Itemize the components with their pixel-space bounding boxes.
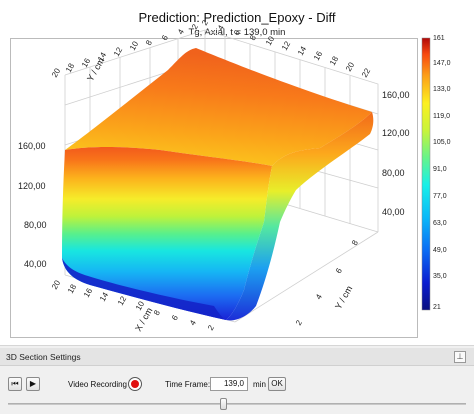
time-frame-input[interactable]: 139,0: [210, 377, 248, 391]
skip-to-start-button[interactable]: ⏮: [8, 377, 22, 391]
panel-title: 3D Section Settings: [6, 352, 81, 362]
right-z-tick: 120,00: [382, 128, 410, 138]
colorbar-label: 91,0: [433, 166, 447, 173]
chart-title: Prediction: Prediction_Epoxy - Diff: [138, 10, 336, 25]
bottom-x-tick: 14: [98, 290, 111, 303]
colorbar-label: 35,0: [433, 273, 447, 280]
top-y-tick: 8: [248, 33, 258, 42]
top-y-tick: 18: [328, 54, 341, 67]
colorbar-label: 147,0: [433, 60, 451, 67]
top-y-tick: 20: [344, 60, 357, 73]
bottom-x-tick: 20: [50, 278, 63, 291]
bottom-x-tick: 12: [116, 294, 129, 307]
time-slider-track[interactable]: [8, 403, 466, 405]
time-slider-thumb[interactable]: [219, 398, 227, 410]
surface-top: [65, 48, 372, 166]
left-x-tick: 20: [50, 66, 63, 79]
ok-button[interactable]: OK: [268, 377, 286, 391]
left-x-tick: 8: [144, 38, 154, 47]
left-x-tick: 4: [176, 27, 186, 36]
right-z-tick: 160,00: [382, 90, 410, 100]
video-recording-label: Video Recording: [68, 380, 128, 389]
top-y-tick: 6: [232, 28, 242, 37]
surface: [62, 48, 374, 321]
colorbar-label: 119,0: [433, 113, 450, 120]
bottom-y-tick: 2: [294, 318, 304, 327]
section-settings-panel: 3D Section Settings ⊥ ⏮ ▶ Video Recordin…: [0, 345, 474, 414]
top-y-tick: 4: [216, 23, 226, 32]
left-z-tick: 160,00: [18, 141, 46, 151]
left-z-tick: 40,00: [24, 259, 47, 269]
colorbar-label: 63,0: [433, 220, 447, 227]
right-z-tick: 40,00: [382, 207, 405, 217]
bottom-y-tick: 4: [314, 292, 324, 301]
top-y-tick: 14: [296, 44, 309, 57]
colorbar-label: 105,0: [433, 139, 451, 146]
chart-subtitle: Tg, Axial, t = 139,0 min: [188, 27, 286, 38]
surface-base: [62, 258, 226, 320]
left-z-tick: 120,00: [18, 181, 46, 191]
pin-icon[interactable]: ⊥: [454, 351, 466, 363]
record-button[interactable]: [128, 377, 142, 391]
top-y-tick: 2: [200, 18, 210, 27]
bottom-x-tick: 4: [188, 318, 198, 327]
left-x-tick: 6: [160, 33, 170, 42]
bottom-x-tick: 6: [170, 313, 180, 322]
colorbar-label: 49,0: [433, 247, 447, 254]
colorbar-gradient: [421, 37, 431, 311]
colorbar-label: 21: [433, 304, 441, 311]
top-y-tick: 10: [264, 34, 277, 47]
surface-right: [226, 112, 374, 321]
panel-header: 3D Section Settings ⊥: [0, 348, 474, 366]
3d-surface-plot[interactable]: 160,00 120,00 80,00 40,00 160,00 120,00 …: [0, 0, 474, 345]
left-x-tick: 2: [190, 22, 200, 31]
top-y-tick: 12: [280, 39, 293, 52]
colorbar-label: 77,0: [433, 193, 447, 200]
left-z-axis: 160,00 120,00 80,00 40,00: [18, 141, 47, 269]
bottom-x-tick: 2: [206, 323, 216, 332]
left-x-tick: 10: [128, 39, 141, 52]
skip-back-icon: ⏮: [11, 379, 19, 388]
colorbar-label: 161: [433, 35, 445, 42]
surface-front: [62, 147, 272, 320]
play-icon: ▶: [29, 379, 37, 388]
bottom-y-axis: 8 6 4 2: [294, 238, 360, 327]
bottom-y-tick: 8: [350, 238, 360, 247]
bottom-y-tick: 6: [334, 266, 344, 275]
top-y-tick: 22: [360, 66, 373, 79]
bottom-x-tick: 8: [152, 308, 162, 317]
bottom-x-tick: 16: [82, 286, 95, 299]
right-z-axis: 160,00 120,00 80,00 40,00: [382, 90, 410, 217]
time-unit-label: min: [253, 380, 266, 389]
left-z-tick: 80,00: [24, 220, 47, 230]
right-z-tick: 80,00: [382, 168, 405, 178]
time-frame-label: Time Frame:: [165, 380, 211, 389]
y-axis-title-bottom: Y / cm: [333, 284, 354, 311]
play-button[interactable]: ▶: [26, 377, 40, 391]
bottom-x-tick: 18: [66, 282, 79, 295]
colorbar-labels: 161 147,0 133,0 119,0 105,0 91,0 77,0 63…: [433, 35, 474, 315]
colorbar-label: 133,0: [433, 86, 451, 93]
top-y-tick: 16: [312, 49, 325, 62]
